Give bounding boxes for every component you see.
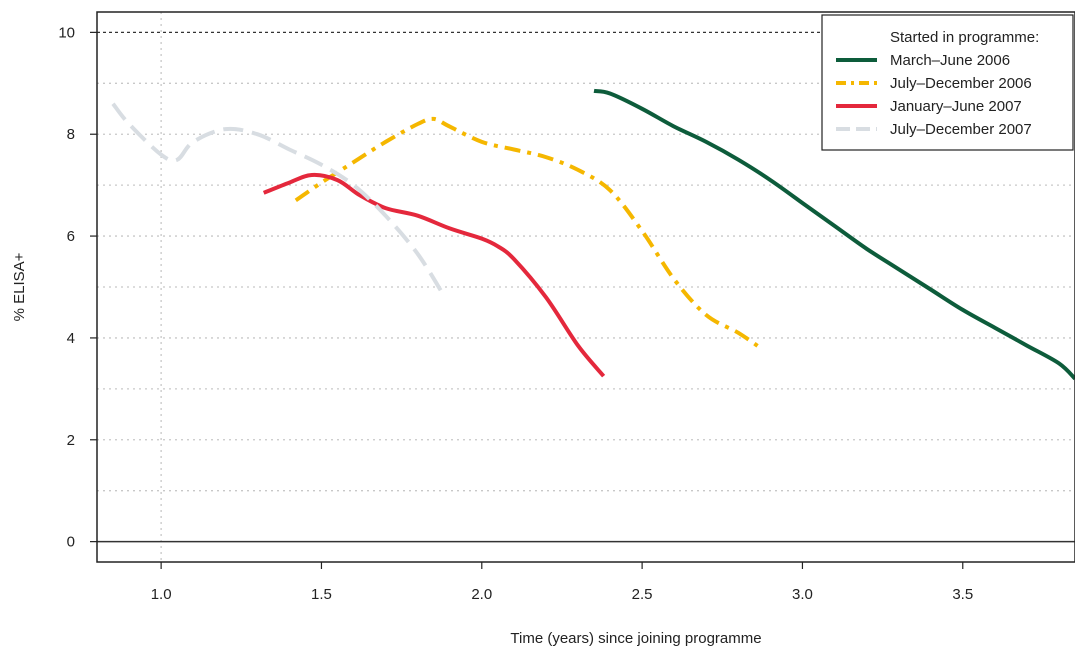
y-axis-label: % ELISA+ <box>11 252 28 321</box>
y-tick-label: 2 <box>67 432 75 449</box>
legend-title: Started in programme: <box>890 29 1039 46</box>
series-lines <box>111 88 1075 381</box>
y-tick-label: 0 <box>67 534 75 551</box>
x-tick-label: 2.0 <box>471 586 492 603</box>
y-tick-label: 8 <box>67 126 75 143</box>
plot-frame <box>96 11 1075 563</box>
legend: Started in programme: March–June 2006 Jul… <box>821 14 1074 151</box>
legend-items: March–June 2006 July–December 2006 January… <box>836 52 1032 138</box>
legend-label: March–June 2006 <box>890 52 1010 69</box>
legend-label: July–December 2006 <box>890 75 1032 92</box>
x-tick-label: 3.0 <box>792 586 813 603</box>
x-tick-label: 2.5 <box>632 586 653 603</box>
x-tick-label: 1.5 <box>311 586 332 603</box>
y-tick-label: 10 <box>58 24 75 41</box>
y-tick-label: 6 <box>67 228 75 245</box>
x-tick-label: 1.0 <box>151 586 172 603</box>
series-line <box>593 88 1075 381</box>
x-tick-label: 3.5 <box>952 586 973 603</box>
legend-label: July–December 2007 <box>890 121 1032 138</box>
series-line <box>294 116 762 350</box>
series-line <box>111 102 445 296</box>
y-tick-label: 4 <box>67 330 75 347</box>
series-line <box>262 172 606 378</box>
x-axis-label: Time (years) since joining programme <box>510 630 761 647</box>
axes: 1.0 1.5 2.0 2.5 3.0 3.5 0 2 4 6 8 10 <box>58 24 973 603</box>
legend-label: January–June 2007 <box>890 98 1022 115</box>
